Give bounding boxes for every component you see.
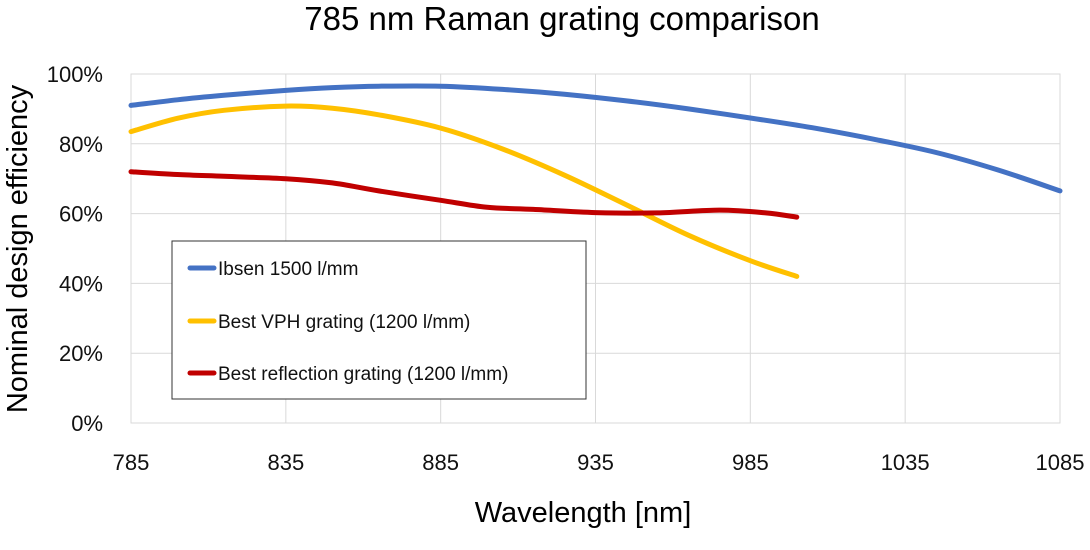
legend-label-3: Best reflection grating (1200 l/mm) [218, 364, 508, 385]
legend-box [171, 240, 587, 400]
series-line-3 [128, 169, 800, 220]
tick-labels: 785 835 885 935 985 1035 1085 0% 20% 40% 60% 80% 100… [47, 62, 1085, 475]
x-tick-label: 985 [732, 450, 769, 475]
y-tick-label: 20% [59, 341, 103, 366]
legend-label-1: Ibsen 1500 l/mm [218, 259, 358, 280]
series-line-2 [128, 103, 800, 279]
series-line-1 [128, 83, 1063, 194]
legend-items: Ibsen 1500 l/mm Best VPH grating (1200 l/… [187, 259, 508, 385]
series-lines [128, 83, 1063, 279]
y-tick-label: 60% [59, 202, 103, 227]
x-tick-label: 1035 [881, 450, 930, 475]
x-tick-label: 835 [267, 450, 304, 475]
y-tick-label: 80% [59, 132, 103, 157]
y-tick-label: 0% [71, 411, 103, 436]
y-axis-label: Nominal design efficiency [2, 84, 34, 413]
x-tick-label: 785 [113, 450, 150, 475]
y-tick-label: 100% [47, 62, 103, 87]
chart-title: 785 nm Raman grating comparison [304, 0, 819, 37]
x-axis-label: Wavelength [nm] [475, 497, 692, 529]
x-tick-label: 1085 [1036, 450, 1085, 475]
y-tick-label: 40% [59, 271, 103, 296]
legend: Ibsen 1500 l/mm Best VPH grating (1200 l/… [171, 240, 587, 400]
legend-label-2: Best VPH grating (1200 l/mm) [218, 312, 470, 333]
x-tick-label: 885 [422, 450, 459, 475]
x-tick-label: 935 [577, 450, 614, 475]
